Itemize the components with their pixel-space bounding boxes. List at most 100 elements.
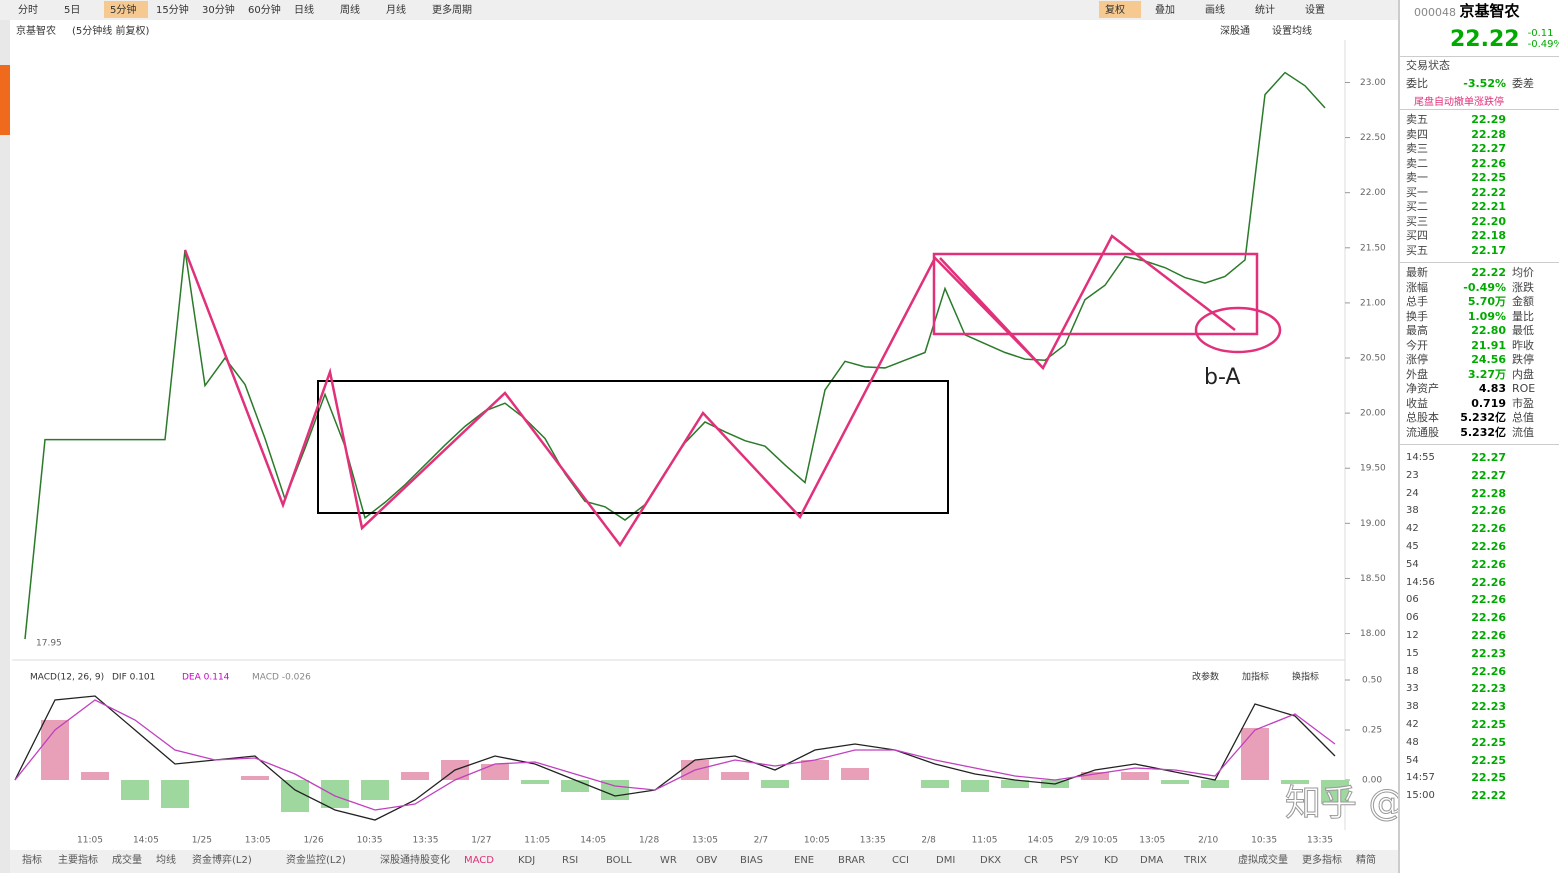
toolbar: 分时 5日 5分钟 15分钟 30分钟 60分钟 日线 周线 月线 更多周期 复权 叠加 画线 统计 设置 [18, 1, 1325, 18]
indicator-tab[interactable]: CR [1024, 855, 1038, 866]
notice[interactable]: 尾盘自动撤单涨跌停 [1414, 97, 1504, 108]
tick-row: 24 22.28 [1400, 485, 1559, 503]
macd-label: MACD -0.026 [252, 673, 311, 683]
period-tab[interactable]: 60分钟 [248, 3, 281, 16]
book-label: 买一 [1406, 185, 1428, 199]
tick-row: 23 22.27 [1400, 467, 1559, 485]
tool-button[interactable]: 设置 [1305, 4, 1325, 16]
period-tab[interactable]: 30分钟 [202, 3, 235, 16]
indicator-tab[interactable]: KD [1104, 855, 1119, 866]
quote-row: 外盘 3.27万 内盘 [1400, 368, 1559, 383]
y-tick-label: 23.00 [1360, 78, 1386, 88]
price-line [24, 71, 1326, 640]
period-tab[interactable]: 周线 [340, 3, 360, 16]
indicator-tab[interactable]: 主要指标 [58, 853, 98, 866]
tick-time: 24 [1406, 487, 1419, 499]
macd-bar [41, 720, 69, 780]
circle-mark [1194, 306, 1282, 354]
period-tab[interactable]: 日线 [294, 3, 314, 16]
macd-button[interactable]: 换指标 [1292, 671, 1319, 683]
indicator-tab[interactable]: BIAS [740, 855, 763, 866]
indicator-tab[interactable]: 虚拟成交量 [1238, 853, 1288, 866]
indicator-tab[interactable]: DMA [1140, 855, 1163, 866]
x-tick-label: 2/8 [921, 836, 936, 846]
x-tick-label: 14:05 [580, 836, 606, 846]
stat-label: 换手 [1406, 309, 1428, 323]
y-tick-label: 19.00 [1360, 519, 1386, 529]
x-tick-label: 14:05 [1027, 836, 1053, 846]
indicator-tab[interactable]: ENE [794, 855, 814, 866]
tool-button[interactable]: 画线 [1205, 3, 1225, 16]
book-price: 22.25 [1471, 171, 1506, 184]
indicator-tab[interactable]: 资金监控(L2) [286, 853, 346, 866]
tool-button[interactable]: 叠加 [1155, 4, 1175, 16]
indicator-tab[interactable]: KDJ [518, 855, 535, 866]
y-tick-label: 0.00 [1362, 776, 1382, 786]
period-tab[interactable]: 分时 [18, 4, 38, 16]
indicator-tab[interactable]: DKX [980, 855, 1001, 866]
indicator-tab[interactable]: BRAR [838, 855, 865, 866]
stock-name: 京基智农 [16, 24, 56, 37]
macd-button[interactable]: 改参数 [1192, 671, 1219, 683]
indicator-tab[interactable]: 指标 [22, 853, 42, 866]
indicator-tab[interactable]: 成交量 [112, 853, 142, 866]
indicator-tab[interactable]: TRIX [1183, 855, 1207, 866]
period-tab[interactable]: 更多周期 [432, 3, 472, 16]
period-tab[interactable]: 15分钟 [156, 3, 189, 16]
indicator-tab[interactable]: OBV [696, 855, 717, 866]
tick-price: 22.27 [1471, 468, 1506, 482]
book-label: 卖三 [1406, 142, 1428, 155]
link[interactable]: 设置均线 [1272, 24, 1312, 37]
indicator-tab[interactable]: PSY [1060, 855, 1079, 866]
indicator-tab[interactable]: CCI [892, 855, 909, 866]
x-tick-label: 1/28 [639, 836, 659, 846]
book-price: 22.18 [1471, 229, 1506, 242]
macd-bar [561, 780, 589, 792]
indicator-tab[interactable]: 资金博弈(L2) [192, 853, 252, 866]
period-tab[interactable]: 5分钟 [110, 3, 136, 16]
indicator-tab[interactable]: 更多指标 [1302, 853, 1342, 866]
stat-value: 5.70万 [1467, 295, 1506, 308]
indicator-tab[interactable]: 精简 [1356, 853, 1376, 866]
indicator-tab[interactable]: DMI [936, 855, 955, 866]
tool-button[interactable]: 复权 [1105, 3, 1125, 16]
tick-price: 22.26 [1471, 539, 1506, 553]
link[interactable]: 深股通 [1220, 25, 1250, 37]
indicator-tab[interactable]: RSI [562, 855, 578, 866]
tab-active [104, 1, 148, 18]
tick-row: 42 22.26 [1400, 520, 1559, 538]
quote-row: 买一 22.22 [1400, 186, 1559, 201]
book-label: 卖四 [1406, 127, 1428, 141]
tick-row: 33 22.23 [1400, 680, 1559, 698]
macd-button[interactable]: 加指标 [1242, 671, 1269, 683]
price-area: 23.00 22.50 22.00 21.50 21.00 20.50 20.00 19.50… [24, 71, 1386, 846]
y-tick-label: 21.00 [1360, 298, 1386, 308]
zigzag [939, 257, 1044, 369]
indicator-tab[interactable]: MACD [464, 855, 494, 866]
left-strip [0, 20, 10, 873]
book-price: 22.21 [1471, 200, 1506, 213]
stat-label2: 市盈 [1512, 396, 1534, 410]
macd-bar [401, 772, 429, 780]
tick-time: 54 [1406, 754, 1419, 766]
change-pct: -0.49% [1527, 39, 1559, 50]
period-tab[interactable]: 5日 [64, 5, 80, 16]
annotation: b-A [1204, 365, 1240, 390]
stat-label2: 昨收 [1512, 338, 1534, 352]
stat-label: 净资产 [1406, 382, 1439, 395]
indicator-tab[interactable]: BOLL [606, 855, 632, 866]
status: 交易状态 [1406, 59, 1450, 72]
book-price: 22.27 [1471, 142, 1506, 155]
stat-label2: 内盘 [1512, 367, 1534, 381]
period-tab[interactable]: 月线 [386, 3, 406, 16]
left-tab [0, 65, 10, 135]
tool-button[interactable]: 统计 [1255, 3, 1275, 16]
stat-label: 流通股 [1406, 425, 1439, 439]
macd-bar [1321, 780, 1349, 804]
indicator-tab[interactable]: 深股通持股变化 [380, 853, 450, 866]
tick-price: 22.26 [1471, 522, 1506, 536]
indicator-tab[interactable]: WR [660, 855, 677, 866]
macd-bar [521, 780, 549, 784]
stat-label: 最高 [1406, 324, 1428, 337]
indicator-tab[interactable]: 均线 [156, 853, 176, 866]
